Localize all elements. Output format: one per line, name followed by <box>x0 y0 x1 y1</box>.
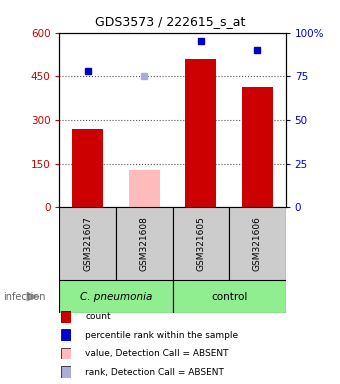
Text: GSM321607: GSM321607 <box>83 217 92 271</box>
Text: GSM321608: GSM321608 <box>140 217 149 271</box>
Text: GSM321606: GSM321606 <box>253 217 262 271</box>
Bar <box>72 129 103 207</box>
Text: rank, Detection Call = ABSENT: rank, Detection Call = ABSENT <box>85 367 224 377</box>
Text: percentile rank within the sample: percentile rank within the sample <box>85 331 238 340</box>
Bar <box>229 207 286 280</box>
Bar <box>116 207 173 280</box>
Text: infection: infection <box>3 291 46 302</box>
Bar <box>59 280 173 313</box>
Bar <box>59 207 116 280</box>
Bar <box>173 280 286 313</box>
Text: GDS3573 / 222615_s_at: GDS3573 / 222615_s_at <box>95 15 245 28</box>
Text: C. pneumonia: C. pneumonia <box>80 291 152 302</box>
Bar <box>242 86 273 207</box>
Text: count: count <box>85 312 110 321</box>
Polygon shape <box>27 292 40 301</box>
Bar <box>129 169 160 207</box>
Bar <box>173 207 229 280</box>
Text: GSM321605: GSM321605 <box>196 217 205 271</box>
Bar <box>185 59 216 207</box>
Text: value, Detection Call = ABSENT: value, Detection Call = ABSENT <box>85 349 228 358</box>
Text: control: control <box>211 291 247 302</box>
